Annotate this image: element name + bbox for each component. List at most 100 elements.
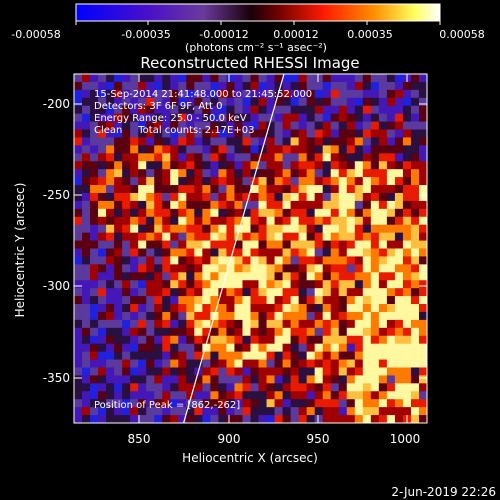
image-pixel: [90, 359, 99, 368]
image-pixel: [306, 256, 316, 265]
image-pixel: [218, 296, 227, 305]
image-pixel: [162, 248, 171, 257]
image-pixel: [290, 311, 300, 321]
image-pixel: [186, 121, 195, 130]
image-pixel: [378, 208, 388, 218]
image-pixel: [146, 359, 155, 368]
image-pixel: [210, 248, 219, 257]
image-pixel: [114, 121, 123, 130]
image-pixel: [298, 399, 308, 408]
image-pixel: [306, 97, 316, 107]
image-pixel: [218, 105, 227, 115]
image-pixel: [290, 137, 300, 146]
image-pixel: [290, 240, 300, 249]
image-pixel: [346, 319, 356, 329]
image-pixel: [314, 399, 324, 408]
image-pixel: [290, 224, 300, 234]
image-pixel: [370, 327, 380, 337]
image-pixel: [98, 335, 107, 345]
image-pixel: [170, 121, 179, 130]
image-pixel: [226, 359, 235, 368]
image-pixel: [330, 296, 340, 305]
image-pixel: [122, 216, 131, 226]
image-pixel: [218, 319, 227, 329]
image-pixel: [146, 383, 155, 392]
colorbar-gradient: [75, 3, 441, 22]
image-pixel: [106, 256, 115, 265]
image-pixel: [314, 232, 324, 241]
image-pixel: [322, 185, 332, 194]
image-pixel: [266, 177, 275, 186]
image-pixel: [386, 256, 396, 265]
image-pixel: [178, 367, 187, 376]
image-pixel: [322, 74, 332, 83]
image-pixel: [122, 208, 131, 218]
image-pixel: [410, 335, 420, 345]
image-pixel: [82, 311, 91, 321]
image-pixel: [226, 240, 235, 249]
image-pixel: [402, 304, 412, 313]
image-pixel: [226, 232, 235, 241]
image-pixel: [386, 74, 396, 83]
image-pixel: [258, 319, 267, 329]
image-pixel: [330, 177, 340, 186]
image-pixel: [154, 121, 163, 130]
image-pixel: [378, 296, 388, 305]
image-pixel: [218, 97, 227, 107]
image-pixel: [362, 335, 372, 345]
image-pixel: [378, 224, 388, 234]
image-pixel: [154, 319, 163, 329]
image-pixel: [194, 129, 203, 138]
image-pixel: [210, 81, 219, 91]
image-pixel: [114, 256, 123, 265]
image-pixel: [218, 264, 227, 273]
image-pixel: [370, 296, 380, 305]
image-pixel: [242, 351, 251, 360]
image-pixel: [178, 185, 187, 194]
image-pixel: [218, 367, 227, 376]
image-pixel: [418, 169, 427, 178]
image-pixel: [354, 208, 364, 218]
image-pixel: [338, 192, 348, 202]
image-pixel: [162, 177, 171, 186]
image-pixel: [178, 391, 187, 400]
image-pixel: [250, 359, 259, 368]
image-pixel: [106, 200, 115, 210]
image-pixel: [354, 177, 364, 186]
image-pixel: [314, 327, 324, 337]
image-pixel: [82, 248, 91, 257]
image-pixel: [130, 280, 139, 289]
image-pixel: [82, 391, 91, 400]
image-pixel: [250, 232, 259, 241]
image-pixel: [394, 240, 404, 249]
image-pixel: [330, 145, 340, 154]
image-pixel: [242, 367, 251, 376]
image-pixel: [418, 208, 427, 218]
image-pixel: [106, 367, 115, 376]
image-pixel: [370, 145, 380, 154]
image-pixel: [418, 153, 427, 162]
image-pixel: [130, 359, 139, 368]
image-pixel: [298, 296, 308, 305]
image-pixel: [362, 399, 372, 408]
image-pixel: [402, 343, 412, 353]
image-pixel: [186, 248, 195, 257]
image-pixel: [346, 351, 356, 360]
image-pixel: [354, 272, 364, 281]
image-pixel: [178, 129, 187, 138]
image-pixel: [218, 399, 227, 408]
image-pixel: [146, 216, 155, 226]
image-pixel: [234, 137, 243, 146]
image-pixel: [122, 81, 131, 91]
image-pixel: [90, 89, 99, 99]
image-pixel: [394, 375, 404, 384]
image-pixel: [378, 359, 388, 368]
image-pixel: [306, 375, 316, 384]
image-pixel: [314, 145, 324, 154]
image-pixel: [410, 200, 420, 210]
image-pixel: [218, 383, 227, 392]
image-pixel: [170, 248, 179, 257]
image-pixel: [178, 105, 187, 115]
image-pixel: [362, 200, 372, 210]
image-pixel: [322, 105, 332, 115]
